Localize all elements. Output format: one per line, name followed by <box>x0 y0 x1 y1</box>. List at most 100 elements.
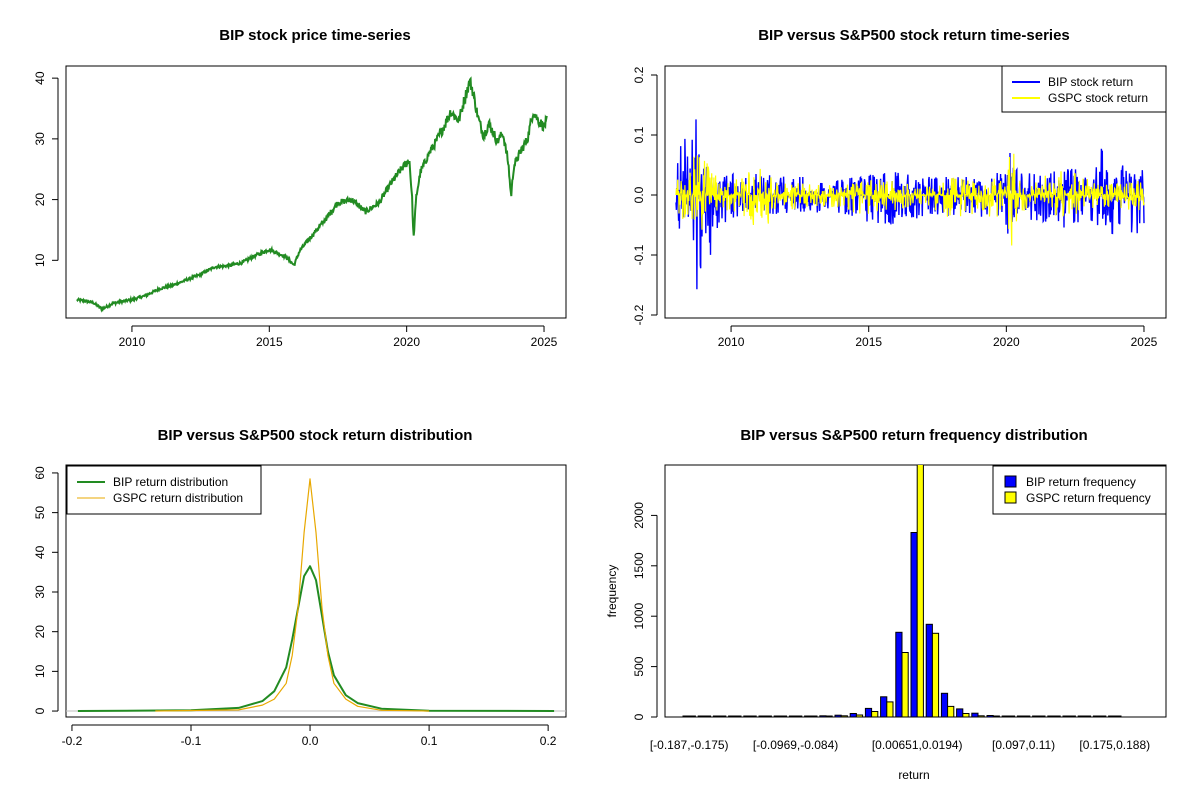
price-series-line <box>76 76 548 313</box>
histogram-bar-bip <box>712 715 721 717</box>
histogram-bar-bip <box>819 715 827 717</box>
returns-legend-box <box>1001 65 1167 113</box>
density-legend-label-gspc: GSPC return distribution <box>113 491 243 505</box>
histogram-legend-swatch-bip <box>1004 475 1017 488</box>
histogram-legend-label-bip: BIP return frequency <box>1026 475 1136 489</box>
histogram-bar-gspc <box>947 705 955 717</box>
returns-series-gspc-line <box>675 153 1145 246</box>
histogram-bar-bip <box>864 707 873 717</box>
returns-y-tick-label: 0.2 <box>632 66 646 83</box>
panel-histogram-legend: BIP return frequency GSPC return frequen… <box>992 465 1167 515</box>
returns-x-tick-label: 2025 <box>1131 335 1158 349</box>
panel-density-legend: BIP return distribution GSPC return dist… <box>66 465 262 515</box>
histogram-bin-label: [-0.0969,-0.084) <box>753 738 838 752</box>
histogram-bar-gspc <box>1114 715 1122 717</box>
panel-price-title: BIP stock price time-series <box>219 27 410 44</box>
histogram-bar-gspc <box>931 632 940 717</box>
price-y-tick-label: 10 <box>33 253 47 267</box>
histogram-bar-gspc <box>795 715 803 717</box>
panel-price-plot: 2010 2015 2020 2025 10 20 30 40 <box>33 65 567 349</box>
histogram-bar-bip <box>956 708 964 717</box>
returns-y-tick-label: 0.1 <box>632 126 646 143</box>
price-plot-frame <box>65 65 567 319</box>
density-plot-frame <box>65 464 567 718</box>
histogram-bar-gspc <box>1023 715 1031 717</box>
histogram-y-tick-label: 0 <box>632 713 646 720</box>
histogram-bar-bip <box>1062 715 1070 717</box>
histogram-bar-bip <box>804 715 812 717</box>
density-y-tick-label: 60 <box>33 466 47 480</box>
histogram-bar-bip <box>743 715 751 717</box>
histogram-y-tick-label: 500 <box>632 656 646 676</box>
histogram-legend-box <box>992 465 1167 515</box>
panel-density: BIP versus S&P500 stock return distribut… <box>33 427 567 748</box>
histogram-bar-bip <box>773 715 781 717</box>
density-y-tick-label: 30 <box>33 585 47 599</box>
panel-returns-legend: BIP stock return GSPC stock return <box>1001 65 1167 113</box>
histogram-bar-gspc <box>1038 715 1046 717</box>
density-series-gspc-line <box>155 478 430 712</box>
returns-plot-frame <box>664 65 1167 319</box>
histogram-legend-swatch-gspc <box>1004 491 1017 504</box>
histogram-bar-bip <box>880 696 888 717</box>
returns-x-tick-label: 2015 <box>855 335 882 349</box>
histogram-bar-gspc <box>962 713 970 717</box>
histogram-legend-label-gspc: GSPC return frequency <box>1026 491 1151 505</box>
histogram-bar-gspc <box>840 715 848 717</box>
returns-x-tick-label: 2020 <box>993 335 1020 349</box>
price-x-tick-label: 2010 <box>119 335 146 349</box>
density-x-tick-label: 0.2 <box>540 734 557 748</box>
histogram-bin-label: [0.097,0.11) <box>992 738 1055 752</box>
histogram-bar-bip <box>728 715 736 717</box>
density-legend-box <box>66 465 262 515</box>
histogram-bar-gspc <box>1053 715 1061 717</box>
price-x-tick-label: 2020 <box>393 335 420 349</box>
histogram-bar-bip <box>986 715 994 717</box>
histogram-y-tick-label: 1500 <box>632 552 646 579</box>
histogram-bar-bip <box>849 713 857 717</box>
histogram-bar-bip <box>758 715 766 717</box>
histogram-bin-label: [-0.187,-0.175) <box>650 738 729 752</box>
density-x-tick-label: 0.1 <box>421 734 438 748</box>
density-y-tick-label: 20 <box>33 625 47 639</box>
histogram-bar-gspc <box>992 715 1000 717</box>
histogram-bar-bip <box>1092 715 1101 717</box>
histogram-y-tick-label: 2000 <box>632 502 646 529</box>
histogram-bar-gspc <box>764 715 772 717</box>
density-y-tick-label: 50 <box>33 506 47 520</box>
histogram-xlabel: return <box>898 768 929 782</box>
histogram-bar-gspc <box>916 465 924 717</box>
histogram-bar-gspc <box>749 715 757 717</box>
panel-returns-plot: 2010 2015 2020 2025 -0.2 -0.1 0.0 0.1 0.2 <box>632 65 1167 349</box>
histogram-bar-gspc <box>1068 715 1076 717</box>
histogram-bar-bip <box>1077 715 1085 717</box>
histogram-bar-bip <box>1047 715 1055 717</box>
histogram-bar-gspc <box>779 715 788 717</box>
panel-price: BIP stock price time-series 2010 2015 2020… <box>33 27 567 349</box>
returns-y-tick-label: 0.0 <box>632 186 646 203</box>
histogram-y-tick-label: 1000 <box>632 603 646 630</box>
histogram-bar-gspc <box>871 711 879 717</box>
histogram-bar-gspc <box>719 715 727 717</box>
density-x-tick-label: 0.0 <box>302 734 319 748</box>
histogram-bar-gspc <box>886 701 894 717</box>
panel-returns: BIP versus S&P500 stock return time-seri… <box>632 27 1167 349</box>
price-y-tick-label: 30 <box>33 132 47 146</box>
histogram-bar-bip <box>1001 715 1009 717</box>
histogram-bar-gspc <box>810 715 818 717</box>
price-x-tick-label: 2025 <box>531 335 558 349</box>
histogram-bar-gspc <box>1083 715 1092 717</box>
price-y-tick-label: 20 <box>33 193 47 207</box>
histogram-bar-bip <box>910 532 918 717</box>
density-x-tick-label: -0.2 <box>62 734 83 748</box>
density-y-tick-label: 40 <box>33 545 47 559</box>
histogram-bar-bip <box>925 623 933 717</box>
panel-returns-title: BIP versus S&P500 stock return time-seri… <box>758 27 1070 44</box>
price-x-tick-label: 2015 <box>256 335 283 349</box>
density-y-tick-label: 10 <box>33 664 47 678</box>
density-x-tick-label: -0.1 <box>181 734 202 748</box>
density-y-tick-label: 0 <box>33 707 47 714</box>
density-legend-label-bip: BIP return distribution <box>113 475 228 489</box>
histogram-bin-label: [0.00651,0.0194) <box>872 738 963 752</box>
